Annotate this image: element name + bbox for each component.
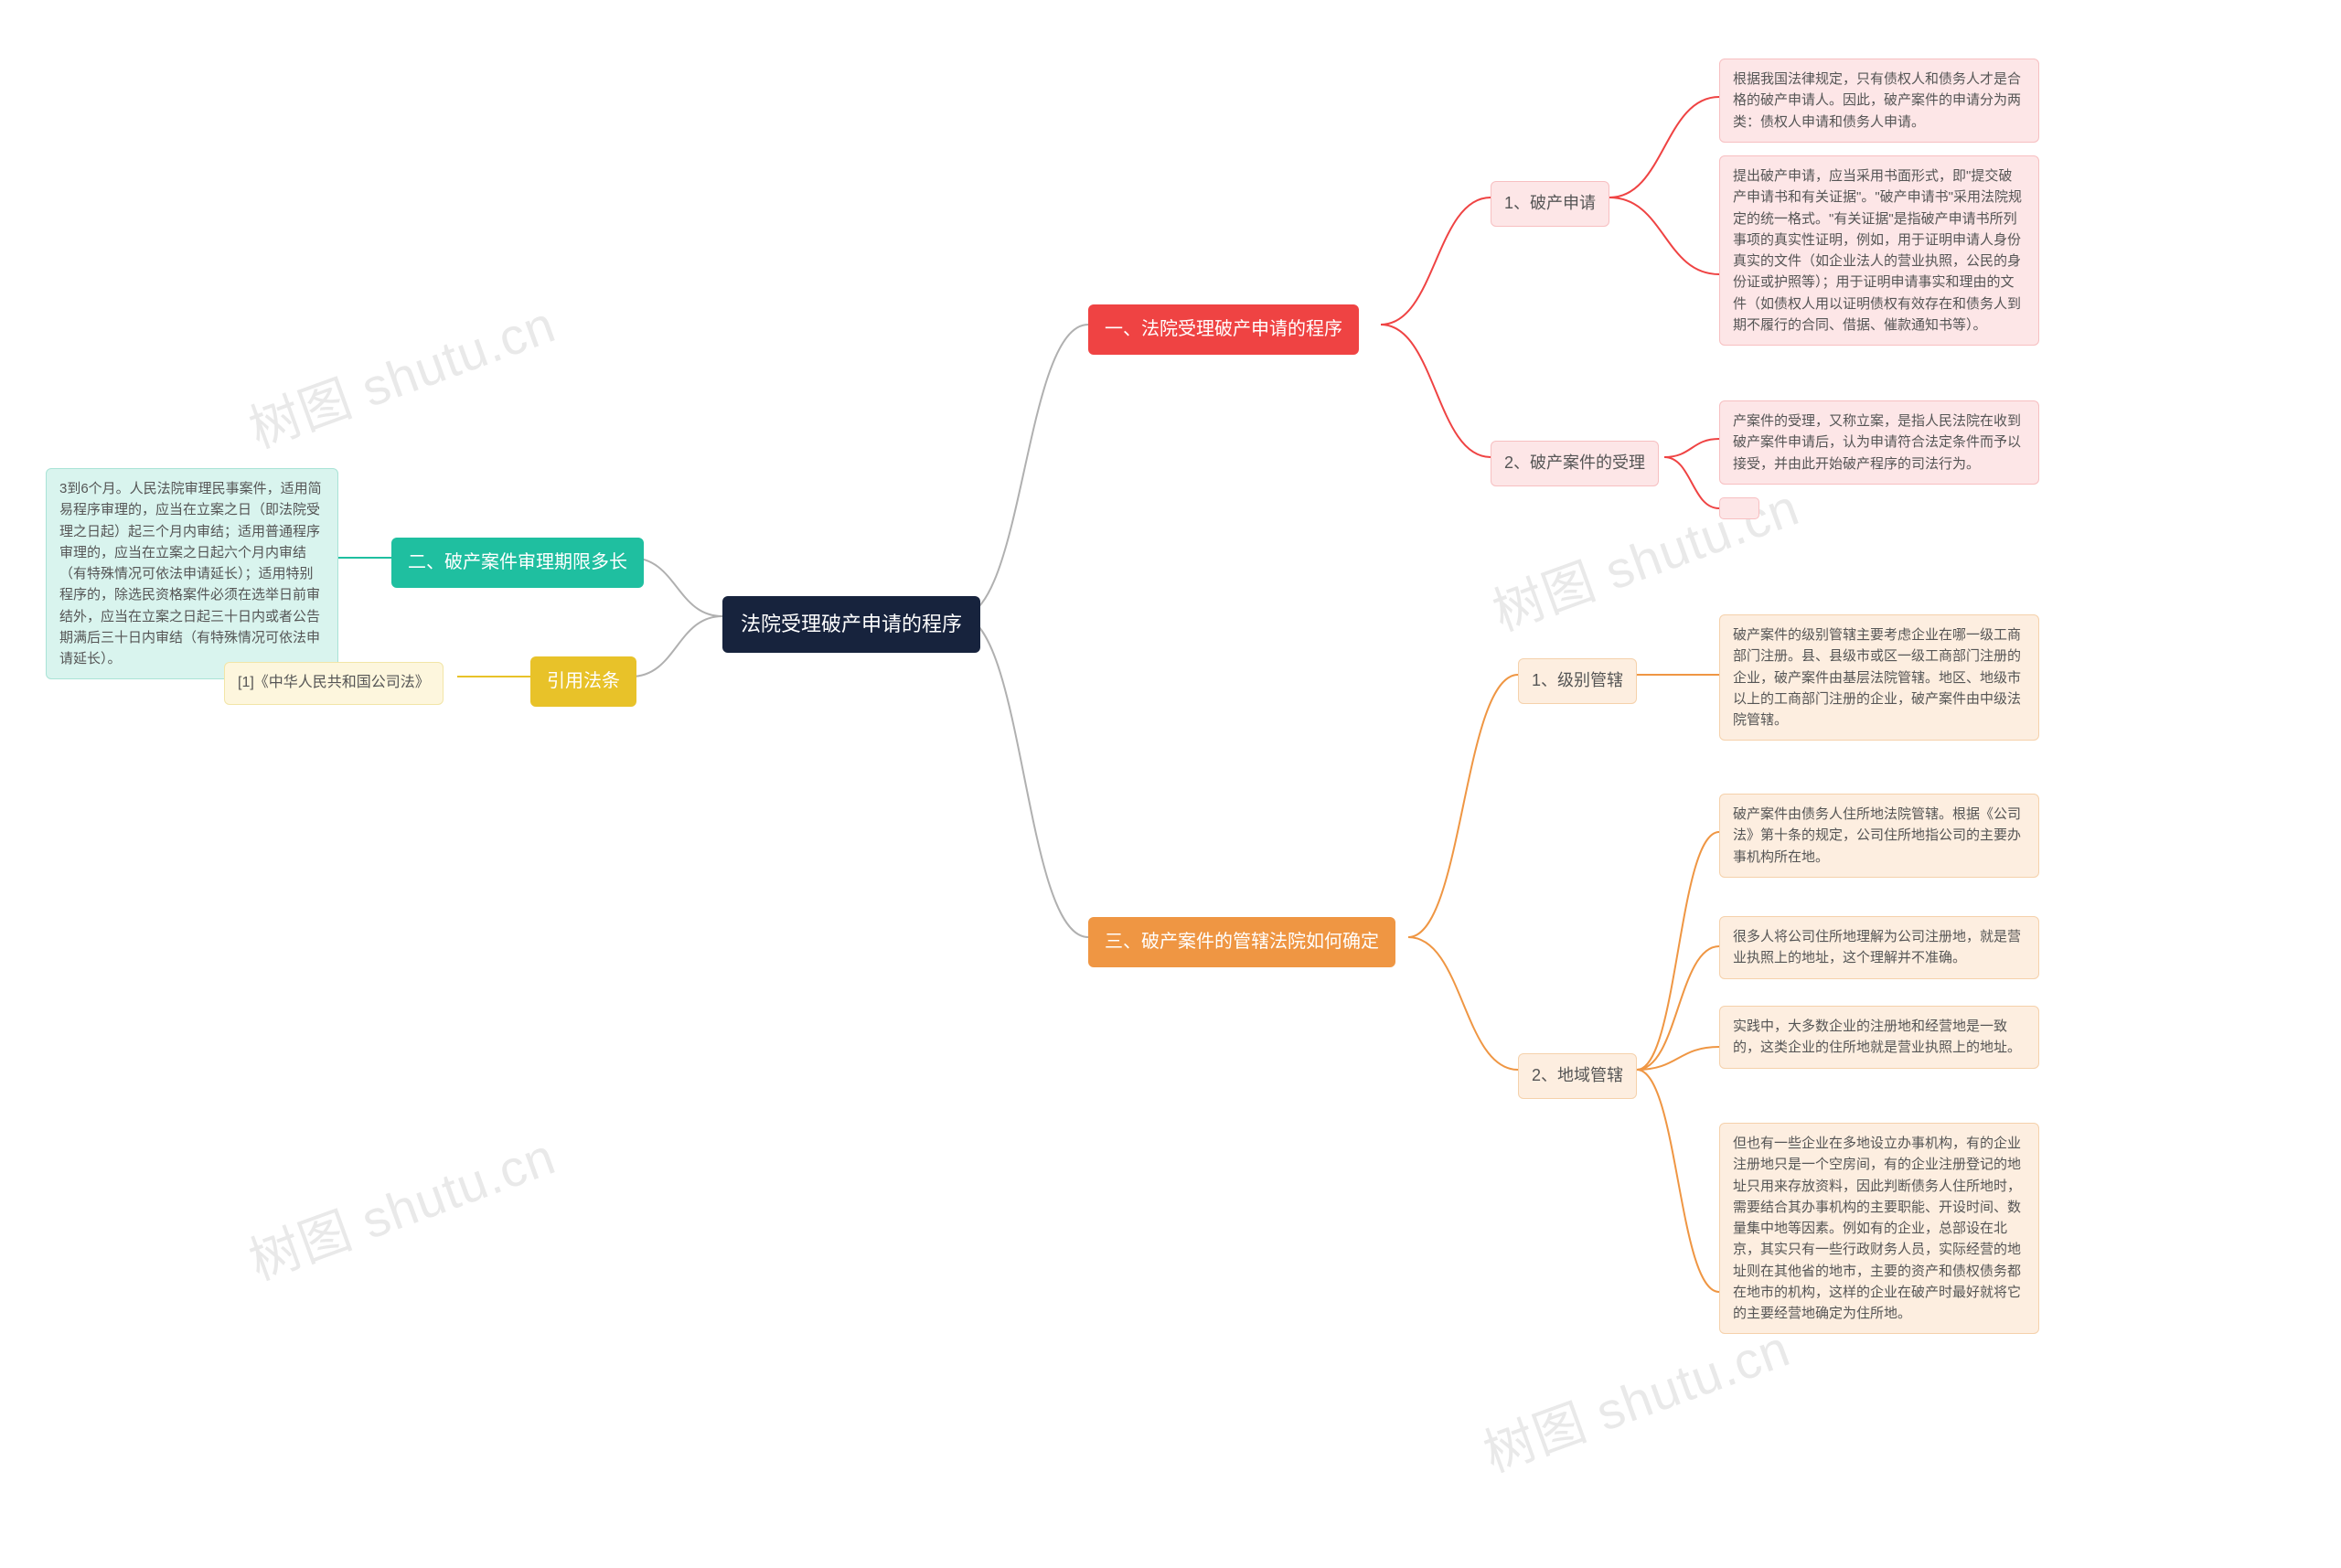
branch-section3: 三、破产案件的管辖法院如何确定 bbox=[1088, 917, 1395, 967]
s3-item2-leaf-c: 实践中，大多数企业的注册地和经营地是一致的，这类企业的住所地就是营业执照上的地址… bbox=[1719, 1006, 2039, 1069]
root-node: 法院受理破产申请的程序 bbox=[722, 596, 980, 653]
s1-item2-leaf: 产案件的受理，又称立案，是指人民法院在收到破产案件申请后，认为申请符合法定条件而… bbox=[1719, 400, 2039, 485]
watermark: 树图 shutu.cn bbox=[238, 283, 564, 463]
leaf-cite: [1]《中华人民共和国公司法》 bbox=[224, 662, 444, 705]
s1-item1: 1、破产申请 bbox=[1491, 181, 1609, 227]
s3-item1-leaf: 破产案件的级别管辖主要考虑企业在哪一级工商部门注册。县、县级市或区一级工商部门注… bbox=[1719, 614, 2039, 741]
s3-item2-leaf-a: 破产案件由债务人住所地法院管辖。根据《公司法》第十条的规定，公司住所地指公司的主… bbox=[1719, 794, 2039, 878]
branch-section1: 一、法院受理破产申请的程序 bbox=[1088, 304, 1359, 355]
s3-item2-leaf-b: 很多人将公司住所地理解为公司注册地，就是营业执照上的地址，这个理解并不准确。 bbox=[1719, 916, 2039, 979]
watermark: 树图 shutu.cn bbox=[238, 1115, 564, 1295]
branch-section2: 二、破产案件审理期限多长 bbox=[391, 538, 644, 588]
watermark: 树图 shutu.cn bbox=[1472, 1307, 1799, 1487]
leaf-section2: 3到6个月。人民法院审理民事案件，适用简易程序审理的，应当在立案之日（即法院受理… bbox=[46, 468, 338, 679]
s3-item2: 2、地域管辖 bbox=[1518, 1053, 1637, 1099]
s1-item1-leaf-b: 提出破产申请，应当采用书面形式，即"提交破产申请书和有关证据"。"破产申请书"采… bbox=[1719, 155, 2039, 346]
s3-item2-leaf-d: 但也有一些企业在多地设立办事机构，有的企业注册地只是一个空房间，有的企业注册登记… bbox=[1719, 1123, 2039, 1334]
s1-item2-stub bbox=[1719, 497, 1759, 519]
branch-cite: 引用法条 bbox=[530, 656, 636, 707]
s1-item2: 2、破产案件的受理 bbox=[1491, 441, 1659, 486]
s1-item1-leaf-a: 根据我国法律规定，只有债权人和债务人才是合格的破产申请人。因此，破产案件的申请分… bbox=[1719, 59, 2039, 143]
s3-item1: 1、级别管辖 bbox=[1518, 658, 1637, 704]
mindmap-canvas: 树图 shutu.cn 树图 shutu.cn 树图 shutu.cn 树图 s… bbox=[0, 0, 2341, 1568]
